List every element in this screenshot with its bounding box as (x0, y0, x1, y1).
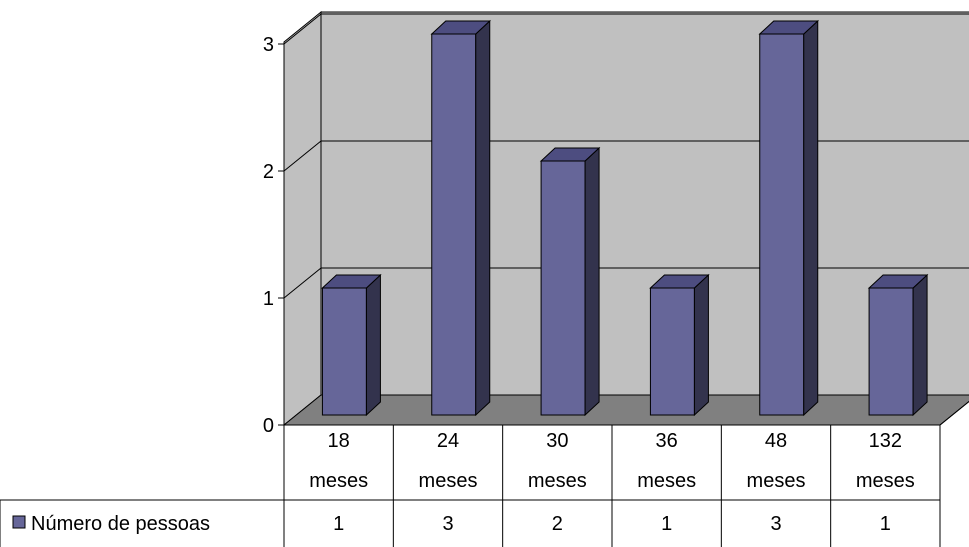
bar-front (431, 33, 477, 416)
bar (430, 19, 492, 417)
bars (321, 19, 929, 417)
x-category-label: 48 (765, 430, 787, 452)
bar-front (759, 33, 805, 416)
x-category-label: 30 (546, 430, 568, 452)
data-table-value: 1 (880, 513, 891, 535)
bar-front (649, 287, 695, 416)
data-table-value: 1 (333, 513, 344, 535)
gridlines (283, 13, 969, 299)
data-table-value: 1 (661, 513, 672, 535)
gridline-side (283, 267, 322, 299)
bar (539, 146, 601, 417)
bar (867, 273, 929, 417)
bar-side (584, 146, 600, 417)
y-tick-label: 1 (263, 288, 274, 310)
x-category-label-unit: meses (747, 470, 806, 492)
bar-top (430, 20, 492, 35)
legend-series-name: Número de pessoas (31, 513, 210, 535)
bar-top (867, 274, 929, 289)
bar-top (321, 274, 382, 289)
data-table-value: 3 (442, 513, 453, 535)
bar-top (539, 147, 601, 162)
x-category-label-unit: meses (528, 470, 587, 492)
y-tick-label: 3 (263, 34, 274, 56)
bar-side (365, 273, 381, 417)
bar-front (540, 160, 586, 416)
x-category-label: 36 (656, 430, 678, 452)
bar (758, 19, 820, 417)
gridline-side (283, 13, 322, 45)
bar (321, 273, 382, 417)
bar-side (803, 19, 819, 417)
data-table: 18meses24meses30meses36meses48meses132me… (0, 400, 969, 547)
bar-front (321, 287, 367, 416)
bar-top (758, 20, 820, 35)
bar-front (868, 287, 914, 416)
x-category-label: 132 (869, 430, 902, 452)
bar-side (475, 19, 491, 417)
table-line-depth (939, 400, 969, 426)
legend-swatch (12, 515, 26, 529)
data-table-value: 3 (770, 513, 781, 535)
x-category-label-unit: meses (419, 470, 478, 492)
x-category-label: 24 (437, 430, 459, 452)
floor (282, 394, 969, 426)
x-category-label-unit: meses (856, 470, 915, 492)
y-tick-label: 0 (263, 415, 274, 437)
x-category-label: 18 (328, 430, 350, 452)
bar (649, 273, 710, 417)
gridline-side (283, 140, 322, 172)
x-category-label-unit: meses (309, 470, 368, 492)
side-wall (283, 10, 322, 427)
bar-side (693, 273, 709, 417)
data-table-value: 2 (552, 513, 563, 535)
bar-top (649, 274, 710, 289)
bar-side (912, 273, 928, 417)
y-tick-label: 2 (263, 161, 274, 183)
x-category-label-unit: meses (637, 470, 696, 492)
